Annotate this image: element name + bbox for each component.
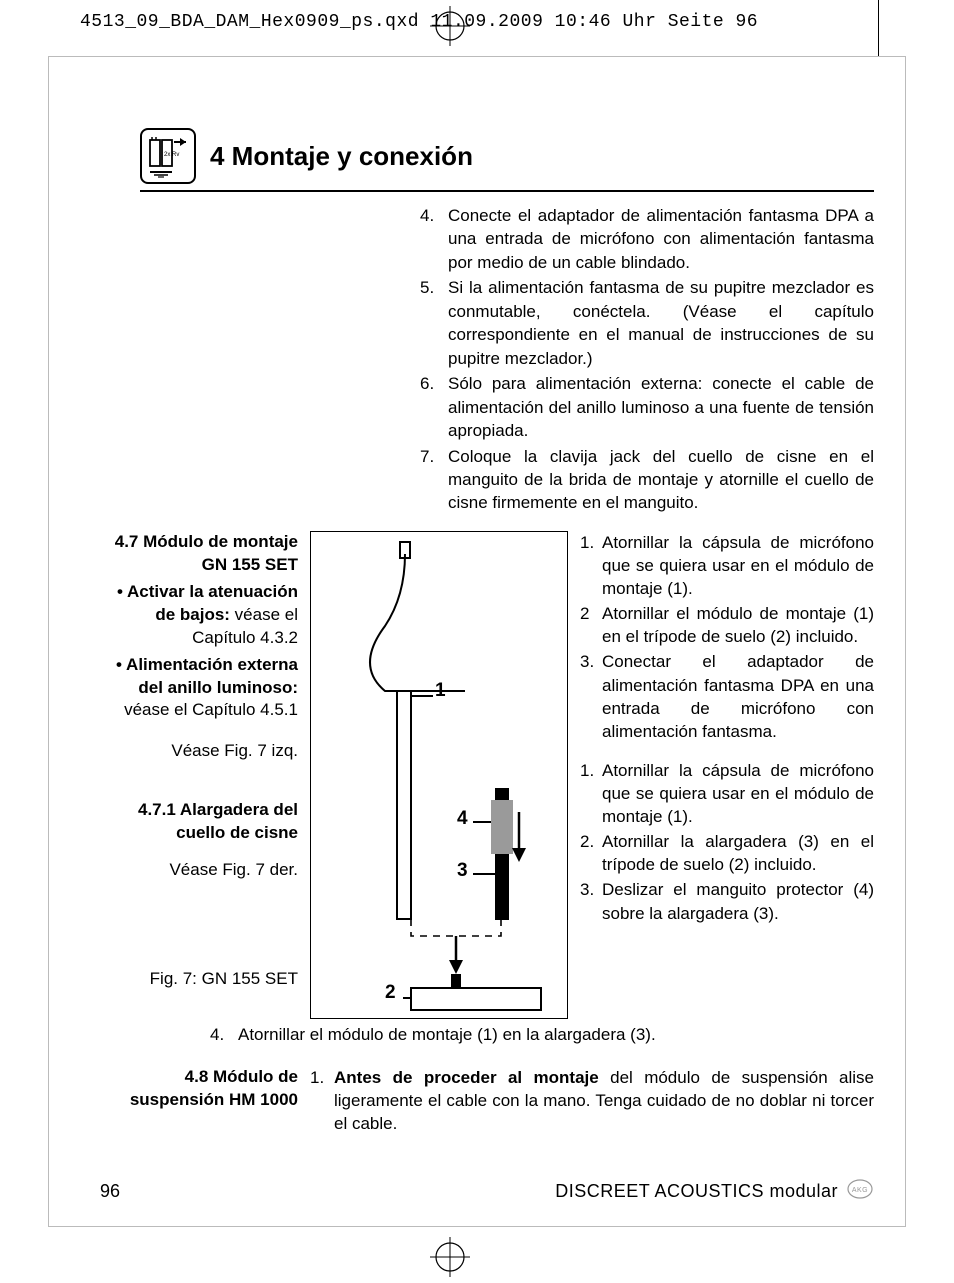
steps-list-continued: 4.Conecte el adaptador de alimentación f… bbox=[310, 204, 874, 515]
akg-logo-icon: AKG bbox=[846, 1178, 874, 1205]
bullet-attenuation: • Activar la atenuación de bajos: véase … bbox=[100, 581, 298, 650]
list-item: 4.Conecte el adaptador de alimentación f… bbox=[420, 204, 874, 274]
list-item: 1.Atornillar la cápsula de micrófono que… bbox=[580, 531, 874, 600]
list-item: 2.Atornillar la alargadera (3) en el trí… bbox=[580, 830, 874, 876]
list-item: 5.Si la alimentación fantasma de su pupi… bbox=[420, 276, 874, 370]
see-fig-left: Véase Fig. 7 izq. bbox=[100, 740, 298, 763]
list-item: 1.Atornillar la cápsula de micrófono que… bbox=[580, 759, 874, 828]
svg-text:AKG: AKG bbox=[852, 1187, 868, 1194]
section-4-8-body: 1. Antes de proceder al montaje del módu… bbox=[310, 1066, 874, 1135]
steps-4-7: 1.Atornillar la cápsula de micrófono que… bbox=[580, 531, 874, 743]
chapter-heading: 2x Rv 4 Montaje y conexión bbox=[140, 128, 874, 192]
page-footer: 96 DISCREET ACOUSTICS modular AKG bbox=[100, 1178, 874, 1205]
see-fig-right: Véase Fig. 7 der. bbox=[100, 859, 298, 882]
registration-mark-top bbox=[430, 6, 470, 46]
figure-caption: Fig. 7: GN 155 SET bbox=[100, 968, 298, 991]
section-4-7-heading: 4.7 Módulo de montaje GN 155 SET bbox=[100, 531, 298, 577]
chapter-icon: 2x Rv bbox=[140, 128, 196, 184]
step-4-after-figure: 4. Atornillar el módulo de montaje (1) e… bbox=[100, 1023, 874, 1046]
figure-label-2: 2 bbox=[385, 982, 396, 1004]
list-item: 6.Sólo para alimentación externa: conect… bbox=[420, 372, 874, 442]
section-4-7-sidebar: 4.7 Módulo de montaje GN 155 SET • Activ… bbox=[100, 531, 298, 1019]
crop-mark-right bbox=[878, 0, 880, 56]
page-content: 2x Rv 4 Montaje y conexión 4.Conecte el … bbox=[100, 128, 874, 1203]
section-4-7: 4.7 Módulo de montaje GN 155 SET • Activ… bbox=[100, 531, 874, 1019]
list-item: 7.Coloque la clavija jack del cuello de … bbox=[420, 445, 874, 515]
figure-label-4: 4 bbox=[457, 808, 468, 830]
page-number: 96 bbox=[100, 1181, 120, 1202]
section-4-7-steps: 1.Atornillar la cápsula de micrófono que… bbox=[580, 531, 874, 1019]
figure-7: 1 4 3 2 bbox=[310, 531, 568, 1019]
registration-mark-bottom bbox=[430, 1237, 470, 1277]
chapter-title: 4 Montaje y conexión bbox=[210, 141, 473, 172]
list-item: 3.Deslizar el manguito protector (4) sob… bbox=[580, 878, 874, 924]
intro-block: 4.Conecte el adaptador de alimentación f… bbox=[100, 204, 874, 517]
figure-label-3: 3 bbox=[457, 860, 468, 882]
steps-4-7-1: 1.Atornillar la cápsula de micrófono que… bbox=[580, 759, 874, 925]
list-item: 3.Conectar el adaptador de alimentación … bbox=[580, 650, 874, 742]
section-4-8-heading: 4.8 Módulo de suspensión HM 1000 bbox=[100, 1066, 298, 1135]
section-4-8: 4.8 Módulo de suspensión HM 1000 1. Ante… bbox=[100, 1066, 874, 1135]
list-item: 2Atornillar el módulo de montaje (1) en … bbox=[580, 602, 874, 648]
footer-brand: DISCREET ACOUSTICS modular bbox=[555, 1181, 838, 1202]
figure-label-1: 1 bbox=[435, 680, 446, 702]
section-4-7-1-heading: 4.7.1 Alargadera del cuello de cisne bbox=[100, 799, 298, 845]
bullet-power: • Alimentación externa del anillo lumino… bbox=[100, 654, 298, 723]
svg-text:2x Rv: 2x Rv bbox=[164, 152, 179, 158]
print-header: 4513_09_BDA_DAM_Hex0909_ps.qxd 11.09.200… bbox=[80, 12, 914, 32]
